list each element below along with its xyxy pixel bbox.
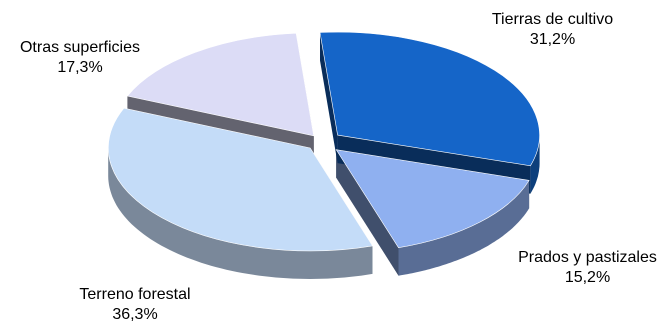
slice-tierras-de-cultivo bbox=[319, 31, 540, 167]
slice-name: Tierras de cultivo bbox=[491, 11, 614, 28]
pie-tops bbox=[108, 31, 540, 252]
slice-name: Otras superficies bbox=[19, 39, 141, 56]
slice-percent: 15,2% bbox=[564, 269, 611, 286]
slice-side-prados-y-pastizales bbox=[398, 180, 530, 276]
slice-label-otras-superficies: Otras superficies 17,3% bbox=[5, 38, 155, 78]
slice-prados-y-pastizales bbox=[335, 149, 530, 249]
slice-wall-tierras-de-cultivo bbox=[320, 32, 338, 164]
slice-terreno-forestal bbox=[108, 107, 373, 252]
slice-percent: 17,3% bbox=[57, 59, 103, 76]
slice-name: Terreno forestal bbox=[79, 286, 191, 303]
slice-percent: 36,3% bbox=[112, 306, 158, 323]
slice-label-terreno-forestal: Terreno forestal 36,3% bbox=[60, 285, 210, 325]
slice-label-tierras-de-cultivo: Tierras de cultivo 31,2% bbox=[470, 10, 635, 50]
slice-otras-superficies bbox=[126, 32, 315, 137]
slice-wall-prados-y-pastizales bbox=[336, 149, 399, 276]
slice-side-terreno-forestal bbox=[108, 148, 373, 279]
slice-name: Prados y pastizales bbox=[518, 249, 657, 266]
slice-label-prados-y-pastizales: Prados y pastizales 15,2% bbox=[505, 248, 670, 288]
slice-percent: 31,2% bbox=[529, 31, 576, 48]
